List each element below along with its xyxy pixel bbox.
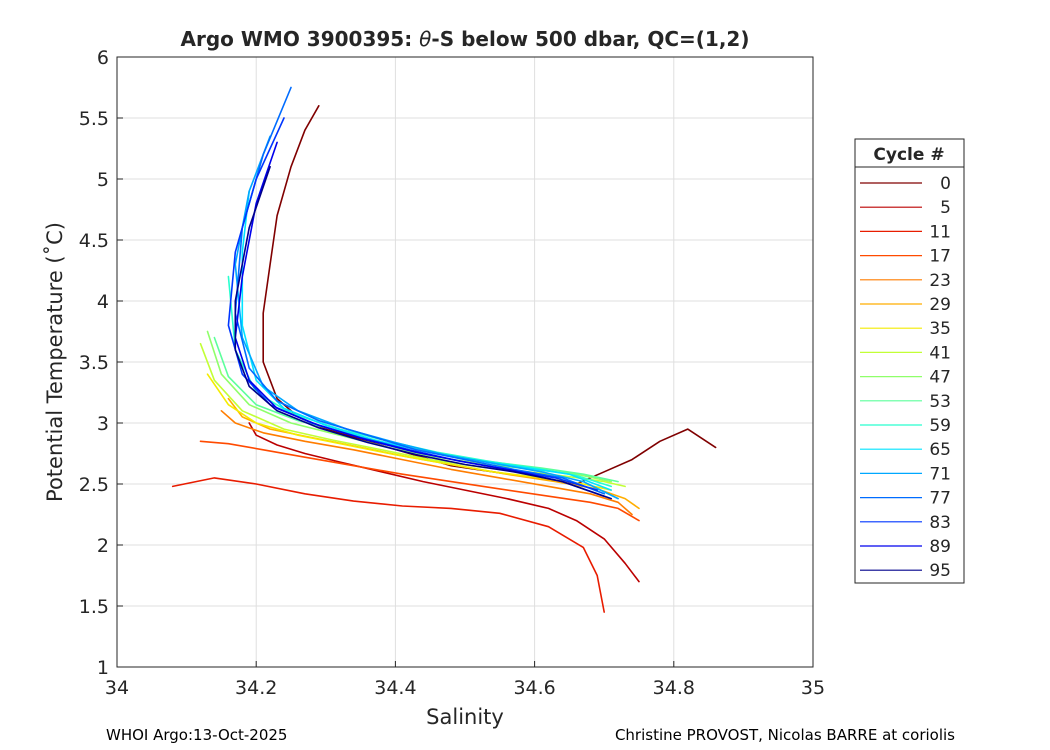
- legend-label-cycle-47: 47: [929, 368, 951, 388]
- x-axis-label: Salinity: [426, 705, 504, 729]
- series-group: [171, 86, 717, 613]
- y-tick-label: 5.5: [79, 108, 109, 130]
- legend-label-cycle-65: 65: [929, 440, 951, 460]
- legend-label-cycle-29: 29: [929, 295, 951, 315]
- series-line-cycle-17: [199, 440, 640, 522]
- series-line-cycle-65: [241, 190, 613, 491]
- legend-label-cycle-5: 5: [940, 198, 951, 218]
- legend-label-cycle-11: 11: [929, 222, 951, 242]
- x-tick-label: 34.6: [513, 677, 555, 699]
- x-tick-label: 35: [801, 677, 825, 699]
- y-tick-label: 1.5: [79, 596, 109, 618]
- legend-label-cycle-0: 0: [940, 174, 951, 194]
- legend-label-cycle-59: 59: [929, 416, 951, 436]
- title-suffix: -S below 500 dbar, QC=(1,2): [431, 27, 749, 51]
- legend-box: [854, 138, 965, 584]
- legend-label-cycle-83: 83: [929, 513, 951, 533]
- series-line-cycle-89: [234, 141, 606, 498]
- footer-credit-right: Christine PROVOST, Nicolas BARRE at cori…: [614, 726, 955, 744]
- footer-credit-left: WHOI Argo:13-Oct-2025: [106, 726, 288, 744]
- legend-label-cycle-77: 77: [929, 489, 951, 509]
- legend-title: Cycle #: [873, 145, 944, 165]
- y-tick-label: 1: [97, 657, 109, 679]
- x-tick-label: 34.2: [235, 677, 277, 699]
- legend-label-cycle-41: 41: [929, 343, 951, 363]
- legend-label-cycle-53: 53: [929, 392, 951, 412]
- legend-label-cycle-71: 71: [929, 464, 951, 484]
- series-line-cycle-23: [220, 409, 633, 516]
- series-line-cycle-95: [234, 166, 613, 500]
- series-line-cycle-5: [248, 422, 640, 583]
- chart-title: Argo WMO 3900395: θ-S below 500 dbar, QC…: [181, 27, 750, 51]
- x-tick-label: 34.4: [374, 677, 416, 699]
- y-axis-label: Potential Temperature (˚C): [43, 222, 67, 502]
- y-tick-label: 5: [97, 169, 109, 191]
- x-tick-label: 34: [105, 677, 129, 699]
- legend-label-cycle-89: 89: [929, 537, 951, 557]
- x-tick-label: 34.8: [653, 677, 695, 699]
- y-tick-label: 2: [97, 535, 109, 557]
- y-tick-label: 4.5: [79, 230, 109, 252]
- axis-ticks: 34 34.2 34.4 34.6 34.8 35 1 1.5 2 2.5 3 3.5 4 4.5 5 5.5…: [79, 47, 825, 699]
- legend: Cycle # 0 5 11 17 23 29 35 41 47 53 59 65 71 77 83 89 95: [854, 138, 965, 584]
- legend-label-cycle-95: 95: [929, 561, 951, 581]
- legend-label-cycle-35: 35: [929, 319, 951, 339]
- series-line-cycle-41: [199, 342, 626, 488]
- y-tick-label: 6: [97, 47, 109, 69]
- title-prefix: Argo WMO 3900395:: [181, 27, 420, 51]
- series-line-cycle-11: [171, 477, 606, 613]
- y-tick-label: 4: [97, 291, 109, 313]
- legend-label-cycle-23: 23: [929, 271, 951, 291]
- title-theta-symbol: θ: [419, 27, 431, 51]
- legend-label-cycle-17: 17: [929, 247, 951, 267]
- y-tick-label: 2.5: [79, 474, 109, 496]
- series-line-cycle-0: [262, 105, 717, 485]
- y-tick-label: 3: [97, 413, 109, 435]
- y-tick-label: 3.5: [79, 352, 109, 374]
